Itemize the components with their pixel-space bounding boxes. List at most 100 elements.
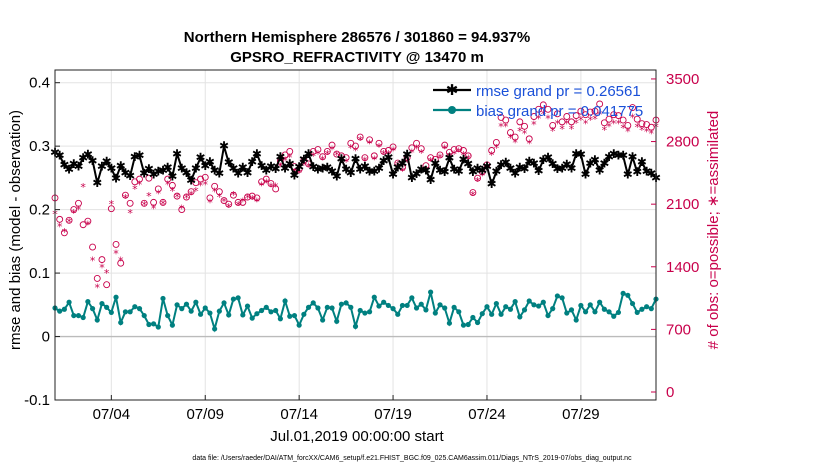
bias-point [296, 322, 302, 328]
rmse-point: ✱ [210, 163, 220, 177]
obs-assimilated-point: * [634, 121, 640, 134]
rmse-point: ✱ [205, 155, 215, 169]
rmse-point: ✱ [228, 161, 238, 175]
rmse-point: ✱ [139, 166, 149, 180]
rmse-point: ✱ [412, 167, 422, 181]
rmse-point: ✱ [388, 168, 398, 182]
bias-point [99, 300, 105, 307]
obs-possible-point [314, 146, 322, 154]
rmse-point: ✱ [473, 161, 483, 175]
obs-possible-point [117, 259, 125, 267]
obs-assimilated-point: * [348, 142, 354, 155]
y-right-tick-label: 2800 [666, 134, 699, 151]
obs-assimilated-point: * [442, 143, 448, 156]
bias-point [545, 312, 551, 319]
bias-point [625, 292, 631, 298]
bias-point [366, 309, 373, 315]
bias-point [512, 299, 518, 305]
rmse-point: ✱ [350, 152, 360, 166]
bias-point [244, 303, 251, 309]
bias-point [141, 312, 147, 319]
obs-assimilated-point: * [296, 167, 302, 180]
obs-possible-point [272, 185, 280, 193]
obs-possible-point [591, 107, 599, 115]
bias-point [343, 300, 349, 306]
y-right-tick-label: 1400 [666, 259, 699, 276]
bias-point [536, 303, 542, 309]
rmse-point: ✱ [623, 168, 633, 182]
obs-assimilated-point: * [611, 118, 617, 131]
rmse-point: ✱ [402, 147, 412, 161]
obs-possible-point [150, 198, 158, 206]
rmse-point: ✱ [144, 162, 154, 176]
obs-possible-point [352, 142, 359, 150]
rmse-point: ✱ [557, 161, 567, 175]
obs-assimilated-point: * [414, 143, 420, 156]
rmse-point: ✱ [416, 163, 426, 177]
obs-assimilated-point: * [409, 146, 415, 159]
bias-point [611, 313, 617, 319]
y-tick-label: 0.4 [29, 75, 50, 92]
bias-point [310, 300, 316, 306]
rmse-point: ✱ [397, 156, 407, 170]
rmse-point: ✱ [275, 150, 285, 164]
obs-possible-point [84, 217, 92, 225]
rmse-point: ✱ [219, 139, 229, 153]
bias-point [629, 300, 636, 307]
obs-possible-point [159, 198, 167, 206]
rmse-point: ✱ [515, 161, 525, 175]
obs-assimilated-point: * [329, 144, 335, 157]
bias-point [540, 299, 546, 305]
rmse-point: ✱ [365, 165, 375, 179]
bias-point [587, 302, 593, 308]
bias-point [376, 303, 382, 309]
bias-point [470, 314, 476, 321]
obs-possible-point [586, 108, 594, 116]
x-tick-label: 07/09 [186, 406, 224, 423]
bias-point [155, 324, 161, 330]
bias-point [493, 300, 499, 307]
rmse-bias-series: ✱✱✱✱✱✱✱✱✱✱✱✱✱✱✱✱✱✱✱✱✱✱✱✱✱✱✱✱✱✱✱✱✱✱✱✱✱✱✱✱… [50, 139, 661, 333]
obs-possible-point [469, 189, 477, 196]
y-axis-ticks: -0.1 0 0.1 0.2 0.3 0.4 [24, 75, 60, 409]
bias-point [597, 299, 603, 305]
obs-assimilated-point: * [531, 119, 537, 132]
bias-point [385, 302, 391, 309]
bias-point [136, 306, 143, 312]
obs-possible-point [65, 216, 73, 224]
rmse-point: ✱ [609, 147, 619, 161]
obs-assimilated-point: * [353, 145, 359, 158]
bias-point [235, 295, 241, 301]
obs-possible-point [154, 185, 162, 193]
obs-possible-point [173, 192, 181, 200]
rmse-point: ✱ [501, 156, 511, 170]
rmse-point: ✱ [163, 161, 173, 175]
rmse-point: ✱ [327, 165, 337, 179]
bias-point [489, 311, 495, 317]
bias-point [89, 306, 96, 312]
obs-assimilated-point: * [198, 179, 204, 192]
rmse-point: ✱ [73, 159, 83, 173]
bias-point [315, 305, 321, 311]
bias-point [249, 315, 255, 321]
bias-point [277, 316, 283, 322]
obs-assimilated-point: * [597, 109, 603, 122]
bias-point [324, 304, 330, 310]
chart-title-line2: GPSRO_REFRACTIVITY @ 13470 m [230, 49, 484, 66]
obs-assimilated-point: * [620, 122, 626, 135]
obs-possible-point [164, 175, 172, 183]
obs-assimilated-point: * [80, 181, 86, 194]
rmse-point: ✱ [374, 161, 384, 175]
bias-point [282, 298, 288, 304]
obs-assimilated-point: * [428, 155, 434, 168]
obs-assimilated-point: * [132, 183, 138, 196]
bias-point [352, 323, 359, 329]
obs-possible-point [234, 198, 242, 206]
rmse-point: ✱ [200, 159, 210, 173]
obs-assimilated-point: * [184, 192, 190, 205]
obs-possible-point [220, 197, 228, 205]
obs-possible-point [107, 205, 115, 213]
bias-point [648, 306, 654, 312]
obs-assimilated-point: * [221, 195, 227, 208]
